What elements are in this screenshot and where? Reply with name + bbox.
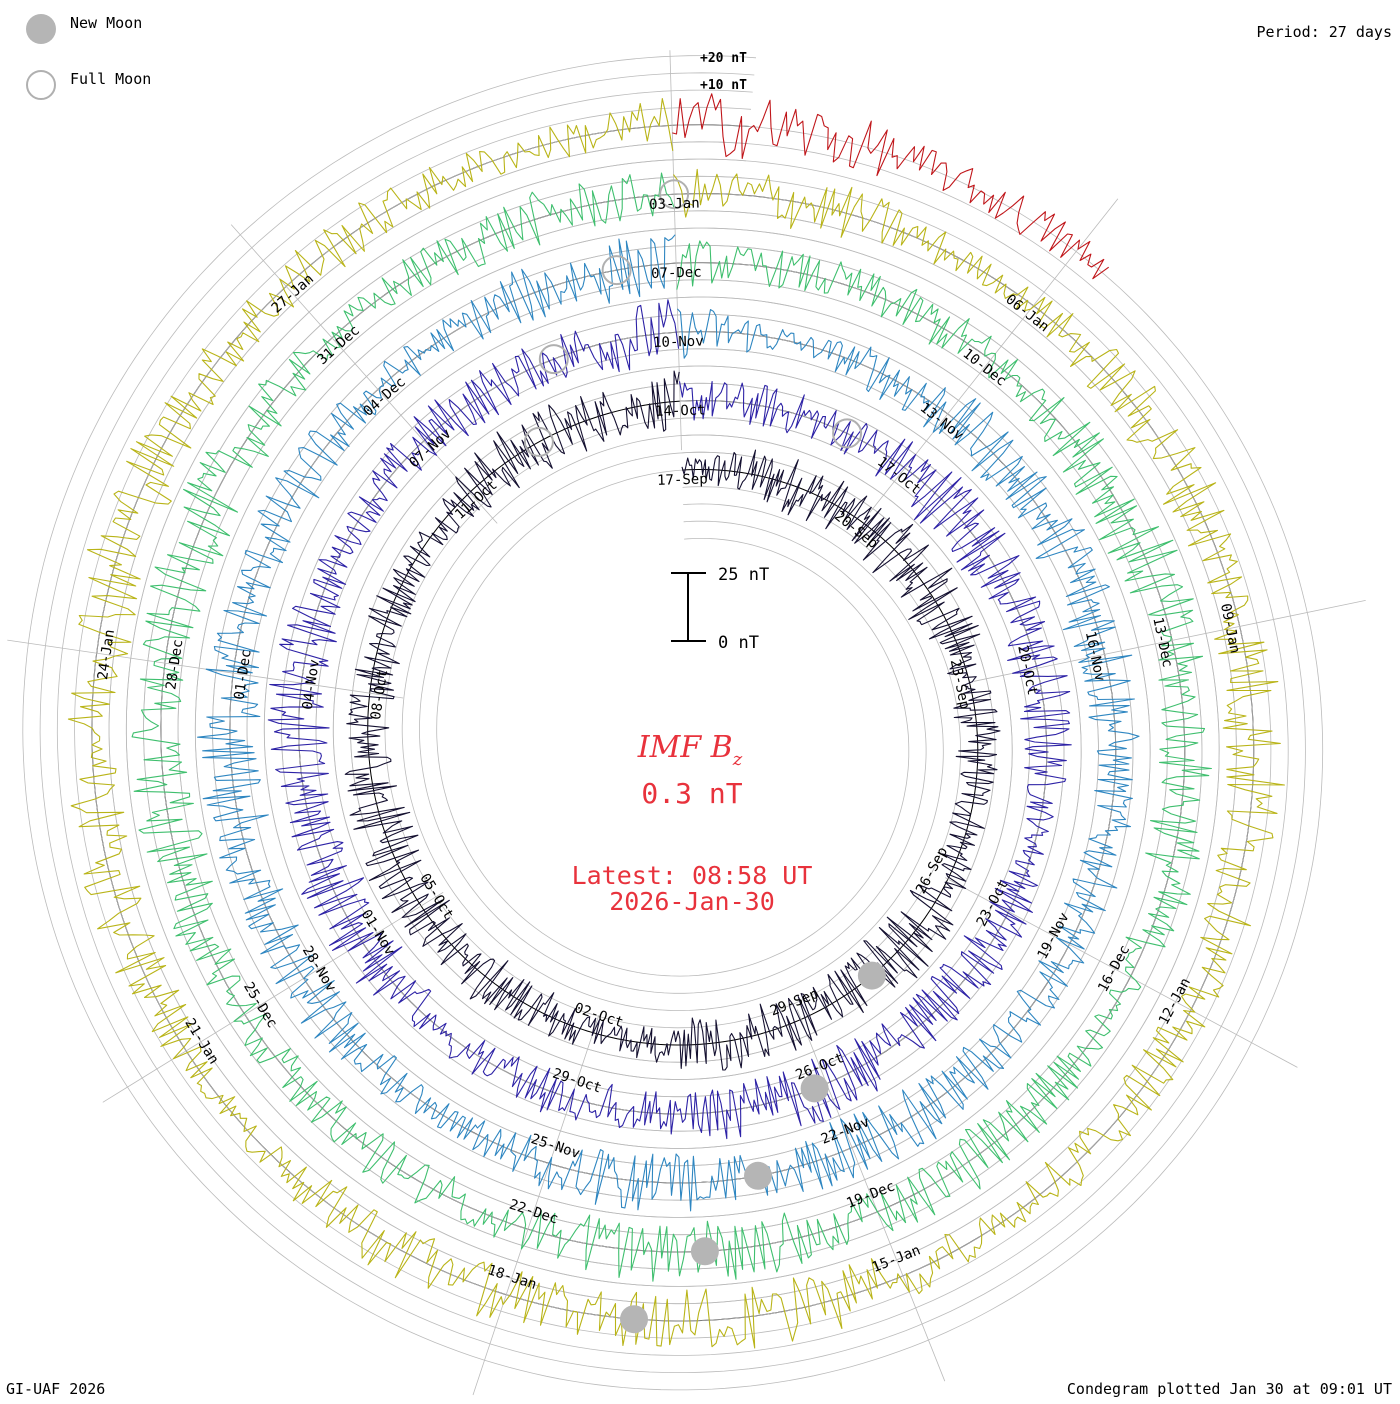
- date-tick-label: 19-Nov: [1035, 910, 1073, 962]
- bz-trace-3: [197, 234, 1140, 1212]
- full-moon-marker: [601, 255, 632, 286]
- center-subscript: z: [732, 749, 743, 770]
- full-moon-marker: [538, 344, 569, 375]
- date-tick-label: 24-Jan: [95, 628, 118, 680]
- day-spoke: [472, 1015, 600, 1396]
- zero-baseline-spiral: [91, 124, 1255, 1322]
- bz-trace-5: [67, 98, 1285, 1349]
- date-tick-label: 02-Oct: [572, 1000, 625, 1031]
- day-spoke: [796, 1009, 946, 1382]
- center-quantity: IMF Bz: [637, 730, 743, 770]
- date-tick-label: 03-Jan: [649, 195, 700, 212]
- grid-ring: [74, 106, 1272, 1339]
- date-tick-label: 21-Jan: [181, 1016, 221, 1067]
- date-tick-label: 04-Nov: [300, 658, 323, 710]
- grid-ring: [56, 89, 1289, 1356]
- date-tick-label: 25-Nov: [529, 1131, 582, 1162]
- date-tick-label: 01-Dec: [232, 648, 255, 700]
- date-tick-label: 17-Oct: [874, 454, 924, 498]
- legend-full-moon: Full Moon: [26, 70, 151, 100]
- new-moon-marker: [800, 1074, 829, 1103]
- day-spoke: [230, 224, 498, 524]
- full-moon-marker: [832, 418, 863, 449]
- day-spokes: [7, 50, 1366, 1396]
- center-readout: IMF Bz 0.3 nT Latest: 08:58 UT 2026-Jan-…: [572, 730, 813, 916]
- full-moon-icon: [26, 70, 56, 100]
- legend-full-moon-label: Full Moon: [70, 70, 152, 88]
- date-tick-label: 18-Jan: [485, 1262, 538, 1293]
- date-tick-label: 27-Jan: [269, 271, 317, 317]
- date-tick-label: 12-Jan: [1156, 975, 1194, 1027]
- day-spoke: [102, 891, 444, 1103]
- ring-scale-label-10: +10 nT: [700, 78, 747, 93]
- day-spoke: [669, 50, 682, 451]
- grid-ring: [125, 158, 1220, 1287]
- new-moon-marker: [857, 961, 886, 990]
- bz-trace-1: [344, 370, 1001, 1071]
- day-spoke: [869, 198, 1119, 513]
- date-tick-label: 07-Dec: [651, 264, 702, 281]
- date-tick-label: 29-Oct: [551, 1066, 604, 1097]
- date-tick-label: 01-Nov: [358, 907, 398, 958]
- new-moon-icon: [26, 14, 56, 44]
- date-tick-label: 22-Dec: [507, 1197, 560, 1228]
- day-spoke: [7, 639, 404, 699]
- latest-time: Latest: 08:58 UT: [572, 861, 813, 890]
- date-tick-label: 09-Jan: [1217, 602, 1243, 655]
- date-tick-label: 28-Dec: [163, 638, 186, 690]
- moon-markers: [523, 179, 886, 1334]
- full-moon-marker: [523, 426, 554, 457]
- scale-bar-bottom-label: 0 nT: [718, 633, 759, 653]
- new-moon-marker: [690, 1237, 719, 1266]
- date-tick-label: 13-Dec: [1149, 616, 1175, 669]
- date-tick-label: 16-Dec: [1095, 943, 1133, 995]
- new-moon-marker: [744, 1161, 772, 1190]
- new-moon-marker: [620, 1305, 648, 1334]
- ring-scale-label-20: +20 nT: [700, 51, 747, 66]
- bz-trace-6: [672, 93, 1110, 280]
- date-tick-label: 14-Oct: [655, 402, 706, 419]
- date-tick-labels: 17-Sep20-Sep23-Sep26-Sep29-Sep02-Oct05-O…: [95, 195, 1243, 1293]
- grid-ring: [22, 55, 1324, 1391]
- date-tick-label: 29-Sep: [768, 986, 821, 1020]
- footer-timestamp: Condegram plotted Jan 30 at 09:01 UT: [1066, 1380, 1392, 1398]
- date-tick-label: 17-Sep: [657, 471, 708, 488]
- legend-new-moon-label: New Moon: [70, 14, 143, 32]
- date-tick-label: 16-Nov: [1082, 630, 1108, 683]
- legend-new-moon: New Moon: [26, 14, 142, 44]
- ring-grid: [22, 55, 1324, 1391]
- center-value: 0.3 nT: [641, 777, 742, 810]
- full-moon-marker: [659, 179, 690, 210]
- bz-trace-2: [267, 299, 1072, 1140]
- day-spoke: [945, 877, 1298, 1068]
- date-tick-label: 07-Nov: [406, 426, 454, 472]
- scale-bar-top-label: 25 nT: [718, 565, 769, 585]
- date-tick-label: 28-Nov: [299, 943, 339, 994]
- latest-date: 2026-Jan-30: [609, 887, 775, 916]
- scale-bar: 25 nT 0 nT: [671, 565, 769, 653]
- date-tick-label: 08-Oct: [368, 668, 391, 720]
- period-label: Period: 27 days: [1256, 23, 1392, 41]
- date-tick-label: 10-Nov: [653, 333, 704, 350]
- footer-credit: GI-UAF 2026: [6, 1380, 106, 1398]
